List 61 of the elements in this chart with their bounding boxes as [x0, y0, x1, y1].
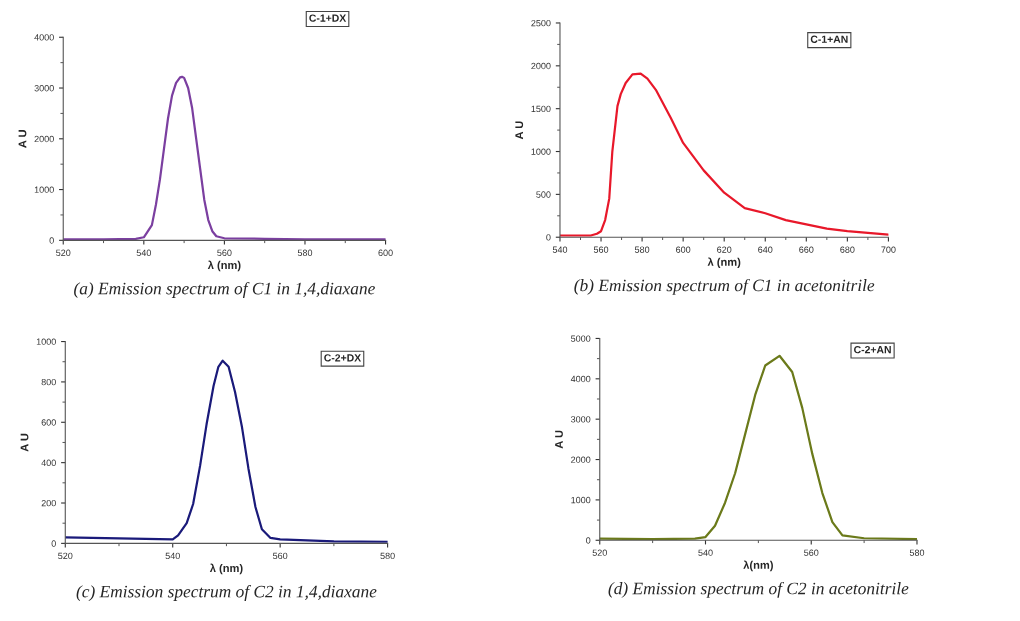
y-tick-label: 5000 [571, 335, 591, 342]
y-tick-label: 0 [546, 234, 551, 241]
y-tick-label: 0 [51, 540, 56, 547]
annotation: C-2+DX [324, 354, 362, 362]
text: (a) Emission spectrum of C1 in 1,4,diaxane [74, 281, 375, 298]
x-tick-label: 540 [698, 549, 713, 556]
y-tick-label: 3000 [34, 84, 54, 92]
y-axis-title: A U [20, 433, 29, 452]
x-axis-title: λ(nm) [743, 560, 773, 572]
y-tick-label: 4000 [570, 375, 591, 383]
x-tick-label: 520 [58, 552, 73, 560]
y-tick-label: 4000 [34, 34, 54, 41]
text: (d) Emission spectrum of C2 in acetonitrile [608, 581, 909, 598]
y-tick-label: 400 [41, 459, 56, 467]
y-tick-label: 1000 [36, 338, 56, 345]
text: (c) Emission spectrum of C2 in 1,4,diaxane [76, 585, 377, 601]
x-tick-label: 520 [592, 549, 607, 556]
x-tick-label: 620 [717, 246, 732, 253]
y-axis-title: A U [18, 130, 27, 148]
text: (b) Emission spectrum of C1 in acetonitrile [574, 278, 875, 295]
x-tick-label: 680 [840, 246, 855, 253]
x-tick-label: 580 [380, 552, 395, 560]
y-tick-label: 1000 [34, 186, 54, 193]
y-axis-title: A U [515, 121, 524, 140]
y-tick-label: 2000 [571, 456, 591, 463]
y-tick-label: 1000 [531, 148, 551, 155]
x-tick-label: 580 [634, 246, 650, 253]
annotation: C-1+AN [810, 35, 848, 43]
x-tick-label: 580 [297, 249, 313, 256]
y-tick-label: 2500 [531, 19, 551, 27]
x-tick-label: 540 [552, 246, 568, 253]
x-tick-label: 560 [593, 246, 609, 253]
x-tick-label: 600 [378, 249, 393, 256]
y-tick-label: 200 [41, 499, 56, 507]
x-tick-label: 560 [804, 549, 819, 556]
y-axis-title: A U [555, 430, 563, 449]
y-tick-label: 0 [586, 537, 591, 544]
y-tick-label: 500 [536, 191, 551, 198]
x-axis-title: λ (nm) [207, 260, 241, 272]
x-tick-label: 560 [272, 552, 288, 560]
x-tick-label: 540 [165, 552, 180, 560]
x-tick-label: 520 [56, 249, 71, 256]
text: C-1+DX [309, 14, 347, 22]
x-tick-label: 540 [136, 249, 151, 256]
x-tick-label: 580 [909, 549, 925, 556]
x-tick-label: 560 [217, 249, 232, 256]
y-tick-label: 2000 [34, 135, 54, 143]
annotation: C-2+AN [854, 345, 891, 354]
y-tick-label: 2000 [531, 62, 551, 70]
y-tick-label: 1500 [531, 105, 551, 113]
x-axis-title: λ (nm) [707, 257, 741, 269]
y-tick-label: 800 [41, 378, 56, 386]
x-tick-label: 600 [676, 246, 691, 253]
x-tick-label: 660 [799, 246, 814, 253]
y-tick-label: 600 [41, 419, 56, 426]
y-tick-label: 1000 [571, 496, 591, 504]
x-tick-label: 700 [881, 246, 896, 253]
x-axis-title: λ (nm) [209, 563, 243, 575]
y-tick-label: 3000 [571, 416, 591, 423]
y-tick-label: 0 [49, 237, 54, 244]
x-tick-label: 640 [758, 246, 773, 253]
